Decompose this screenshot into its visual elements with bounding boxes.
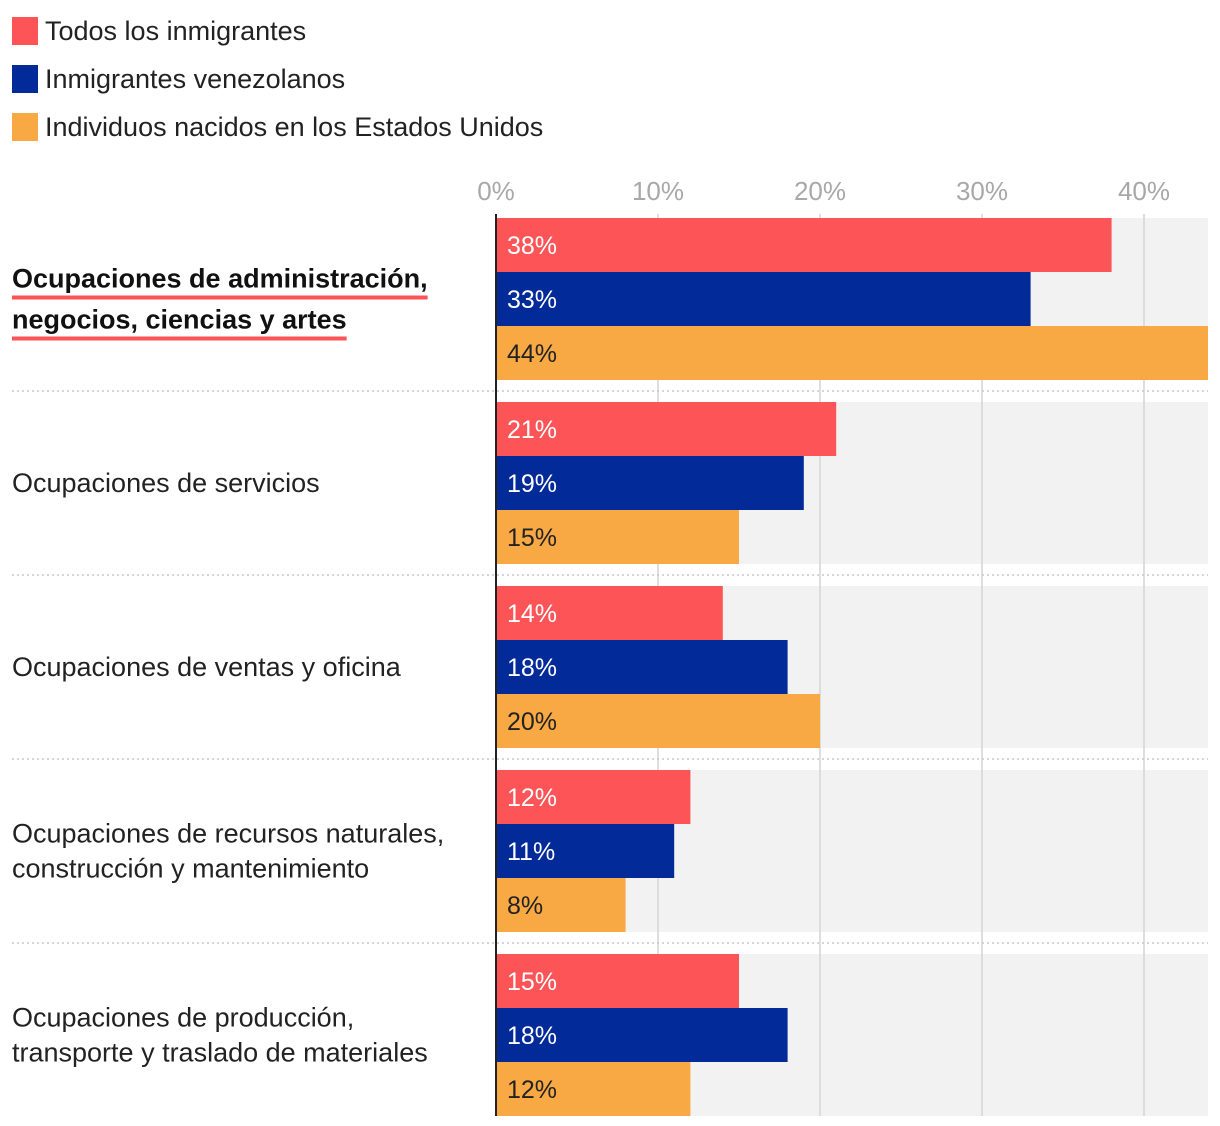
- legend-swatch-1: [12, 17, 38, 45]
- tick-label-30: 30%: [956, 176, 1008, 206]
- bar-value-label-1-3: 44%: [507, 340, 557, 368]
- bar-value-label-1-1: 38%: [507, 232, 557, 260]
- bar-2-3: [496, 510, 739, 564]
- legend-swatch-3: [12, 113, 38, 141]
- bar-value-label-3-1: 14%: [507, 600, 557, 628]
- category-label-1-line-1: Ocupaciones de administración,: [12, 264, 428, 294]
- category-label-2-line-1: Ocupaciones de servicios: [12, 468, 320, 498]
- legend: Todos los inmigrantes Inmigrantes venezol…: [12, 16, 543, 142]
- bar-value-label-4-2: 11%: [507, 838, 555, 866]
- category-label-5-line-2: transporte y traslado de materiales: [12, 1038, 428, 1068]
- bar-value-label-2-3: 15%: [507, 524, 557, 552]
- bar-1-2: [496, 272, 1031, 326]
- category-highlight-underline-1: [12, 295, 428, 300]
- category-highlight-underline-2: [12, 336, 347, 341]
- bar-value-label-3-2: 18%: [507, 654, 557, 682]
- axis-tick-labels: 0% 10% 20% 30% 40%: [477, 176, 1170, 206]
- bar-value-label-2-1: 21%: [507, 416, 557, 444]
- bar-value-label-5-3: 12%: [507, 1076, 557, 1104]
- category-label-1-line-2: negocios, ciencias y artes: [12, 305, 347, 335]
- legend-label-3: Individuos nacidos en los Estados Unidos: [45, 112, 543, 142]
- legend-swatch-2: [12, 65, 38, 93]
- bar-1-3: [496, 326, 1208, 380]
- bar-3-3: [496, 694, 820, 748]
- bar-value-label-3-3: 20%: [507, 708, 557, 736]
- bar-4-3: [496, 878, 626, 932]
- bar-4-1: [496, 770, 691, 824]
- bar-value-label-4-1: 12%: [507, 784, 557, 812]
- category-labels: Ocupaciones de administración, negocios, …: [12, 264, 1208, 1068]
- legend-label-2: Inmigrantes venezolanos: [45, 64, 345, 94]
- bars: 38% 33% 44% 21% 19% 15% 14% 18% 20% 12% 11% 8% 15% 18…: [496, 218, 1208, 1116]
- bar-2-1: [496, 402, 837, 456]
- tick-label-40: 40%: [1118, 176, 1170, 206]
- category-label-4-line-2: construcción y mantenimiento: [12, 854, 369, 884]
- tick-label-20: 20%: [794, 176, 846, 206]
- tick-label-10: 10%: [632, 176, 684, 206]
- bar-value-label-5-1: 15%: [507, 968, 557, 996]
- bar-1-1: [496, 218, 1112, 272]
- bar-2-2: [496, 456, 804, 510]
- bar-5-2: [496, 1008, 788, 1062]
- category-label-3-line-1: Ocupaciones de ventas y oficina: [12, 652, 402, 682]
- bar-5-1: [496, 954, 739, 1008]
- bar-value-label-5-2: 18%: [507, 1022, 557, 1050]
- bar-4-2: [496, 824, 675, 878]
- bar-value-label-2-2: 19%: [507, 470, 557, 498]
- legend-label-1: Todos los inmigrantes: [45, 16, 306, 46]
- bar-value-label-1-2: 33%: [507, 286, 557, 314]
- bar-3-1: [496, 586, 723, 640]
- bar-3-2: [496, 640, 788, 694]
- category-label-4-line-1: Ocupaciones de recursos naturales,: [12, 819, 444, 849]
- bar-5-3: [496, 1062, 691, 1116]
- category-label-5-line-1: Ocupaciones de producción,: [12, 1003, 354, 1033]
- tick-label-0: 0%: [477, 176, 515, 206]
- bar-value-label-4-3: 8%: [507, 892, 543, 920]
